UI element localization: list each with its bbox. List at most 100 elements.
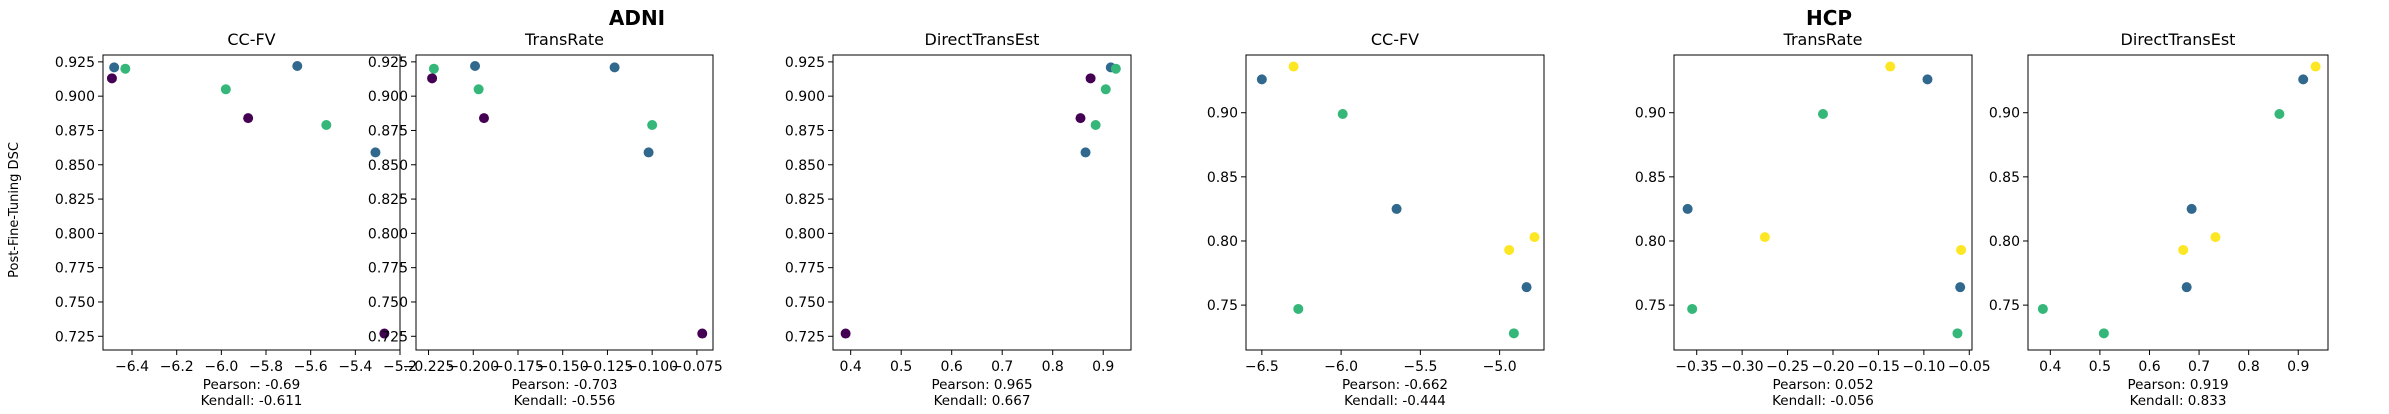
x-tick-label: −0.125 <box>582 359 634 375</box>
scatter-point <box>379 328 390 339</box>
y-tick-label: 0.80 <box>1989 234 2020 250</box>
y-tick-label: 0.900 <box>785 89 825 105</box>
pearson-label: Pearson: 0.919 <box>2127 377 2228 393</box>
y-tick-label: 0.750 <box>55 295 95 311</box>
panel-title: TransRate <box>524 30 604 49</box>
y-tick-label: 0.925 <box>368 55 408 71</box>
kendall-label: Kendall: -0.611 <box>201 393 303 409</box>
scatter-point <box>1956 244 1967 255</box>
x-tick-label: −5.5 <box>1403 359 1437 375</box>
kendall-label: Kendall: -0.056 <box>1772 393 1874 409</box>
x-tick-label: −0.05 <box>1948 359 1991 375</box>
scatter-point <box>2098 328 2109 339</box>
y-tick-label: 0.775 <box>368 261 408 277</box>
scatter-point <box>478 113 489 124</box>
scatter-panel: TransRate −0.35 −0.30 −0.25 −0.20 −0.15 −0.10−… <box>1635 30 1991 409</box>
scatter-point <box>2186 203 2197 214</box>
scatter-panel: DirectTransEst 0.4 0.5 0.6 0.7 0.8 0.9 0.75 0.80… <box>1989 30 2329 409</box>
scatter-point <box>1288 61 1299 72</box>
y-tick-label: 0.80 <box>1635 234 1666 250</box>
x-tick-label: −0.15 <box>1857 359 1900 375</box>
pearson-label: Pearson: -0.703 <box>512 377 618 393</box>
y-tick-label: 0.825 <box>785 192 825 208</box>
plot-frame <box>102 54 401 351</box>
scatter-point <box>1759 232 1770 243</box>
x-tick-label: −5.2 <box>383 359 417 375</box>
y-tick-label: 0.900 <box>55 89 95 105</box>
x-tick-label: −6.4 <box>115 359 149 375</box>
x-tick-label: 0.4 <box>840 359 862 375</box>
y-tick-label: 0.800 <box>785 226 825 242</box>
y-tick-label: 0.75 <box>1635 298 1666 314</box>
x-tick-label: −0.100 <box>626 359 678 375</box>
scatter-point <box>2298 74 2309 85</box>
panel-title: CC-FV <box>1371 30 1419 49</box>
plot-frame <box>415 54 714 351</box>
x-tick-label: −6.0 <box>1324 359 1358 375</box>
y-tick-label: 0.90 <box>1635 106 1666 122</box>
scatter-point <box>1508 328 1519 339</box>
x-tick-label: 0.5 <box>2089 359 2111 375</box>
y-tick-label: 0.825 <box>368 192 408 208</box>
y-tick-label: 0.775 <box>785 261 825 277</box>
scatter-point <box>2310 61 2321 72</box>
scatter-point <box>2178 244 2189 255</box>
pearson-label: Pearson: 0.052 <box>1772 377 1873 393</box>
x-tick-label: −0.225 <box>403 359 455 375</box>
panel-title: DirectTransEst <box>2121 30 2236 49</box>
plot-frame <box>832 54 1132 351</box>
y-tick-label: 0.85 <box>1989 170 2020 186</box>
pearson-label: Pearson: -0.662 <box>1342 377 1448 393</box>
x-tick-label: −0.20 <box>1812 359 1855 375</box>
x-tick-label: −6.5 <box>1245 359 1279 375</box>
x-tick-label: −0.150 <box>537 359 589 375</box>
y-tick-label: 0.725 <box>785 329 825 345</box>
x-tick-label: −0.075 <box>671 359 723 375</box>
scatter-point <box>840 328 851 339</box>
y-tick-label: 0.925 <box>785 55 825 71</box>
group-title-adni: ADNI <box>609 6 665 30</box>
y-tick-label: 0.90 <box>1989 106 2020 122</box>
scatter-point <box>2274 109 2285 119</box>
scatter-point <box>1687 303 1698 314</box>
y-tick-label: 0.900 <box>368 89 408 105</box>
scatter-point <box>292 60 303 71</box>
scatter-point <box>609 62 620 73</box>
y-tick-label: 0.85 <box>1207 170 1238 186</box>
y-tick-label: 0.850 <box>785 158 825 174</box>
x-tick-label: −6.2 <box>160 359 194 375</box>
x-tick-label: 0.6 <box>2138 359 2160 375</box>
scatter-point <box>1256 74 1267 85</box>
y-tick-label: 0.925 <box>55 55 95 71</box>
scatter-point <box>647 119 658 130</box>
x-tick-label: −0.175 <box>492 359 544 375</box>
y-tick-label: 0.850 <box>368 158 408 174</box>
y-tick-label: 0.750 <box>785 295 825 311</box>
scatter-point <box>1885 61 1896 72</box>
x-tick-label: 0.4 <box>2039 359 2061 375</box>
plot-frame <box>1245 54 1545 351</box>
y-tick-label: 0.75 <box>1207 298 1238 314</box>
plot-frame <box>2027 54 2329 351</box>
x-tick-label: −5.8 <box>249 359 283 375</box>
x-tick-label: −5.6 <box>294 359 328 375</box>
y-tick-label: 0.750 <box>368 295 408 311</box>
scatter-panel: TransRate−0.225−0.200−0.175−0.150−0.125−… <box>368 30 723 409</box>
scatter-point <box>1391 203 1402 214</box>
scatter-point <box>1952 328 1963 339</box>
scatter-point <box>1080 147 1091 158</box>
x-tick-label: 0.6 <box>941 359 963 375</box>
x-tick-label: −0.35 <box>1675 359 1718 375</box>
y-tick-label: 0.875 <box>785 123 825 139</box>
scatter-panel: DirectTransEst 0.4 0.5 0.6 0.7 0.8 0.9 0.725 0.7… <box>785 30 1132 409</box>
scatter-point <box>243 113 254 124</box>
scatter-point <box>1955 282 1966 293</box>
y-tick-label: 0.75 <box>1989 298 2020 314</box>
x-tick-label: −0.200 <box>447 359 499 375</box>
scatter-point <box>1100 84 1111 95</box>
scatter-point <box>1337 109 1348 119</box>
scatter-point <box>2210 232 2221 243</box>
y-tick-label: 0.90 <box>1207 106 1238 122</box>
panel-title: TransRate <box>1783 30 1863 49</box>
x-tick-label: 0.9 <box>1092 359 1114 375</box>
